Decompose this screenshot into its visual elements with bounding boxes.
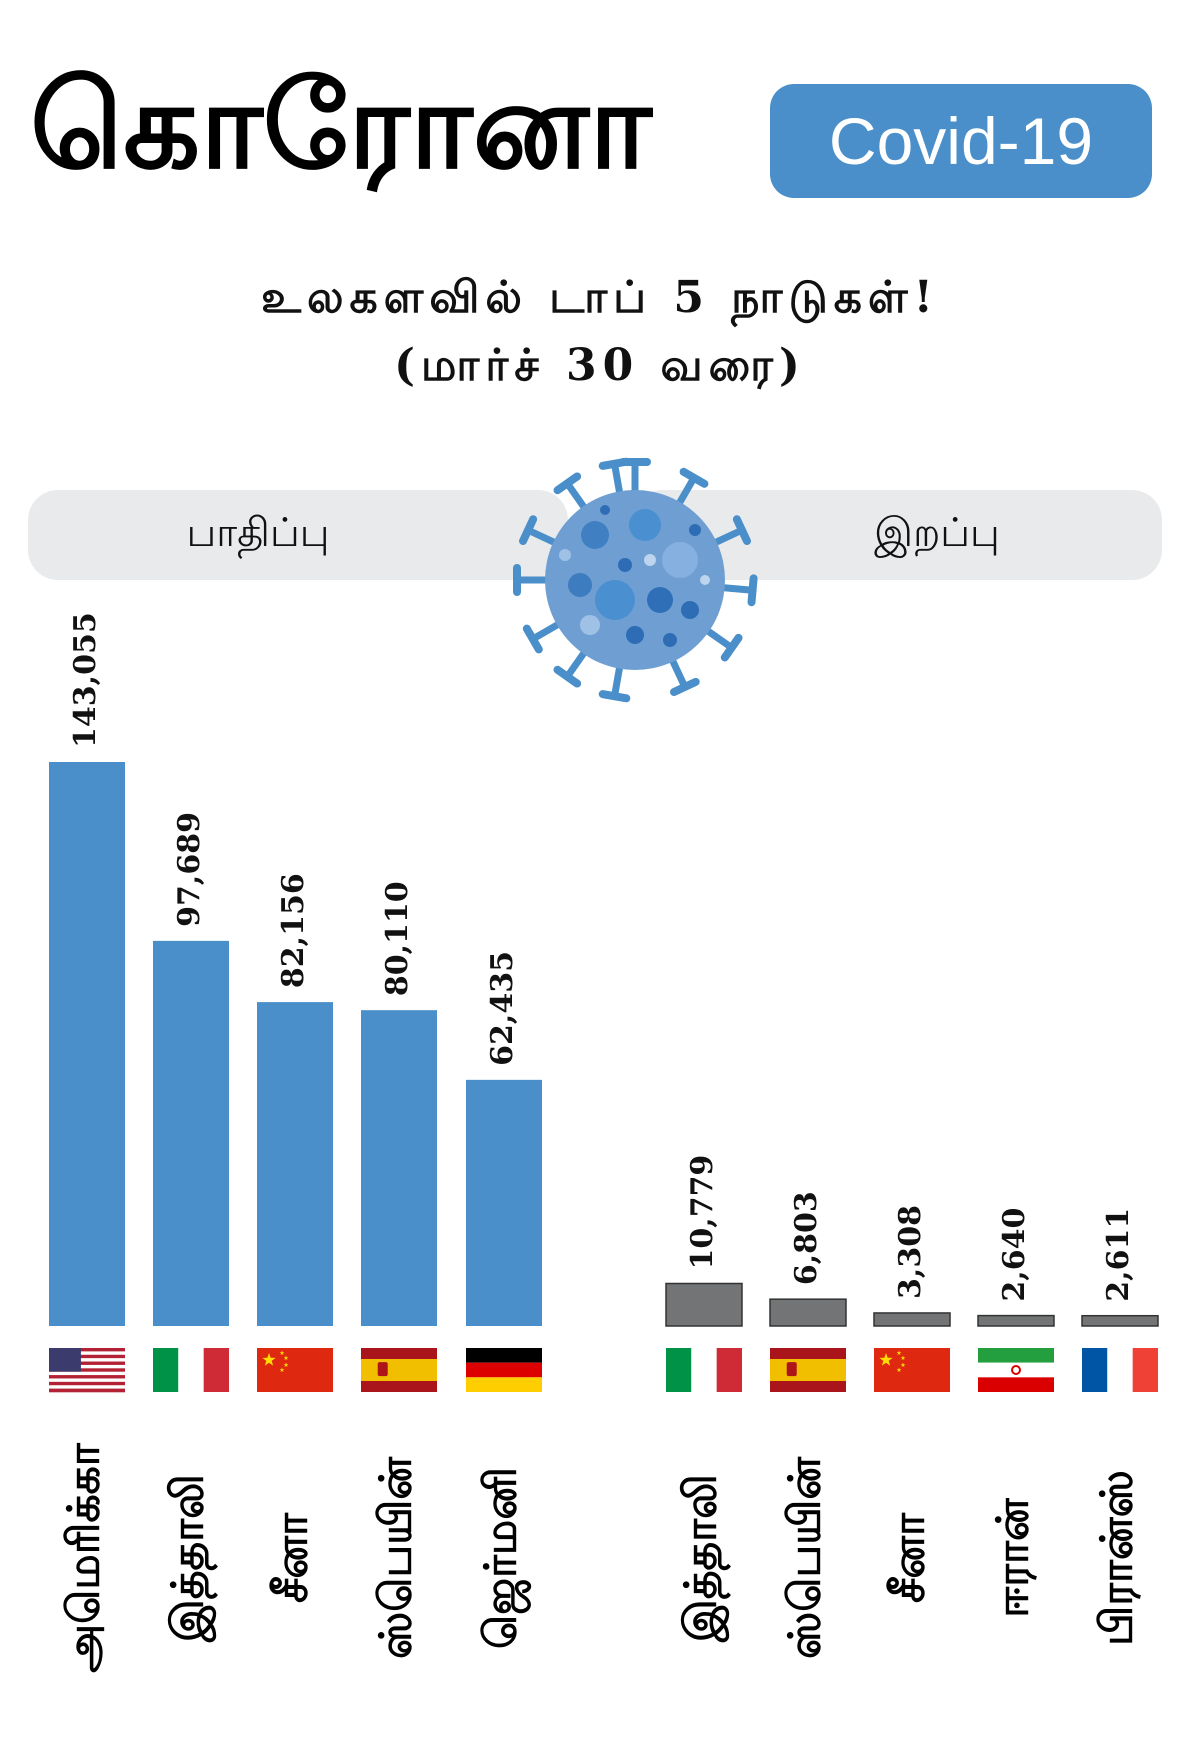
virus-spike: [701, 625, 736, 652]
deaths-value-label: 10,779: [685, 1155, 720, 1270]
virus-spot: [644, 554, 656, 566]
deaths-value-label: 2,611: [1101, 1208, 1136, 1302]
virus-spike: [611, 660, 624, 700]
virus-spike-tip: [522, 624, 543, 654]
virus-spike: [674, 474, 698, 510]
coronavirus-icon: [513, 457, 758, 703]
country-label: பிரான்ஸ்: [1091, 1469, 1143, 1646]
virus-spike: [524, 526, 562, 548]
virus-spot: [580, 615, 600, 635]
cases-country-name: ஜெர்மனி: [466, 1435, 542, 1680]
cases-value-label: 62,435: [485, 951, 520, 1066]
cases-value-label: 82,156: [276, 873, 311, 988]
cases-country-name: இத்தாலி: [153, 1435, 229, 1680]
cases-bar: [257, 1002, 333, 1326]
deaths-country-name: பிரான்ஸ்: [1082, 1435, 1158, 1680]
covid-badge: Covid-19: [770, 84, 1152, 198]
virus-spot: [581, 521, 609, 549]
flag-spain: [361, 1348, 437, 1392]
country-label: சீனா: [266, 1512, 318, 1603]
virus-spot: [629, 509, 661, 541]
virus-spike: [667, 653, 689, 691]
country-label: ஸ்பெயின்: [370, 1456, 422, 1659]
virus-spike: [708, 526, 746, 548]
country-label: ஜெர்மனி: [475, 1466, 527, 1649]
virus-spike-tip: [732, 515, 752, 546]
cases-bar: [49, 762, 125, 1326]
cases-bar: [153, 940, 229, 1326]
virus-spike-tip: [747, 574, 758, 607]
virus-spike: [716, 583, 757, 594]
flag-china: [874, 1348, 950, 1392]
deaths-bar: [1081, 1314, 1159, 1327]
cases-country-name: ஸ்பெயின்: [361, 1435, 437, 1680]
virus-spot: [568, 573, 592, 597]
virus-spike-tip: [518, 515, 538, 546]
flag-italy: [666, 1348, 742, 1392]
virus-spike: [563, 646, 590, 681]
virus-spot: [689, 524, 701, 536]
virus-spike: [611, 460, 624, 500]
subtitle: உலகளவில் டாப் 5 நாடுகள்!: [261, 272, 939, 323]
cases-bar: [466, 1079, 542, 1326]
virus-spot: [600, 505, 610, 515]
virus-spot: [559, 549, 571, 561]
deaths-bar: [977, 1314, 1055, 1327]
virus-spike-tip: [598, 457, 631, 470]
country-label: ஸ்பெயின்: [779, 1456, 831, 1659]
cases-value-label: 143,055: [68, 612, 103, 748]
cases-section-header: பாதிப்பு: [28, 490, 568, 580]
deaths-country-name: சீனா: [874, 1435, 950, 1680]
date-note: (மார்ச் 30 வரை): [394, 340, 806, 391]
deaths-value-label: 6,803: [789, 1191, 824, 1285]
flag-germany: [466, 1348, 542, 1392]
flag-france: [1082, 1348, 1158, 1392]
deaths-bar: [665, 1282, 743, 1327]
deaths-bar: [873, 1312, 951, 1327]
deaths-value-label: 2,640: [997, 1208, 1032, 1302]
virus-spike-tip: [679, 467, 709, 488]
deaths-section-label: இறப்பு: [874, 509, 1000, 556]
virus-spot: [700, 575, 710, 585]
virus-spot: [647, 587, 673, 613]
cases-country-name: அமெரிக்கா: [49, 1435, 125, 1680]
cases-section-label: பாதிப்பு: [186, 509, 330, 556]
deaths-country-name: இத்தாலி: [666, 1435, 742, 1680]
cases-value-label: 80,110: [380, 881, 415, 996]
virus-spot: [626, 626, 644, 644]
country-label: அமெரிக்கா: [58, 1442, 110, 1673]
deaths-value-label: 3,308: [893, 1205, 928, 1299]
virus-spike-tip: [669, 677, 700, 697]
country-label: சீனா: [883, 1512, 935, 1603]
virus-spike-tip: [598, 690, 631, 703]
deaths-bar: [769, 1298, 847, 1327]
flag-italy: [153, 1348, 229, 1392]
page-title: கொரோனா: [30, 57, 652, 196]
virus-spike: [563, 479, 590, 514]
virus-spike: [529, 619, 565, 643]
virus-spike-tip: [553, 472, 582, 495]
country-label: இத்தாலி: [675, 1473, 727, 1642]
deaths-country-name: ஸ்பெயின்: [770, 1435, 846, 1680]
virus-spot: [663, 633, 677, 647]
virus-spot: [681, 601, 699, 619]
virus-spot: [618, 558, 632, 572]
cases-bar: [361, 1010, 437, 1326]
virus-spot: [662, 542, 698, 578]
country-label: இத்தாலி: [162, 1473, 214, 1642]
flag-china: [257, 1348, 333, 1392]
flag-spain: [770, 1348, 846, 1392]
flag-usa: [49, 1348, 125, 1393]
country-label: ஈரான்: [987, 1497, 1039, 1618]
virus-spike-tip: [553, 665, 582, 688]
cases-country-name: சீனா: [257, 1435, 333, 1680]
flag-iran: [978, 1348, 1054, 1392]
virus-spot: [595, 580, 635, 620]
cases-value-label: 97,689: [172, 812, 207, 927]
deaths-country-name: ஈரான்: [978, 1435, 1054, 1680]
virus-spike-tip: [720, 633, 743, 662]
